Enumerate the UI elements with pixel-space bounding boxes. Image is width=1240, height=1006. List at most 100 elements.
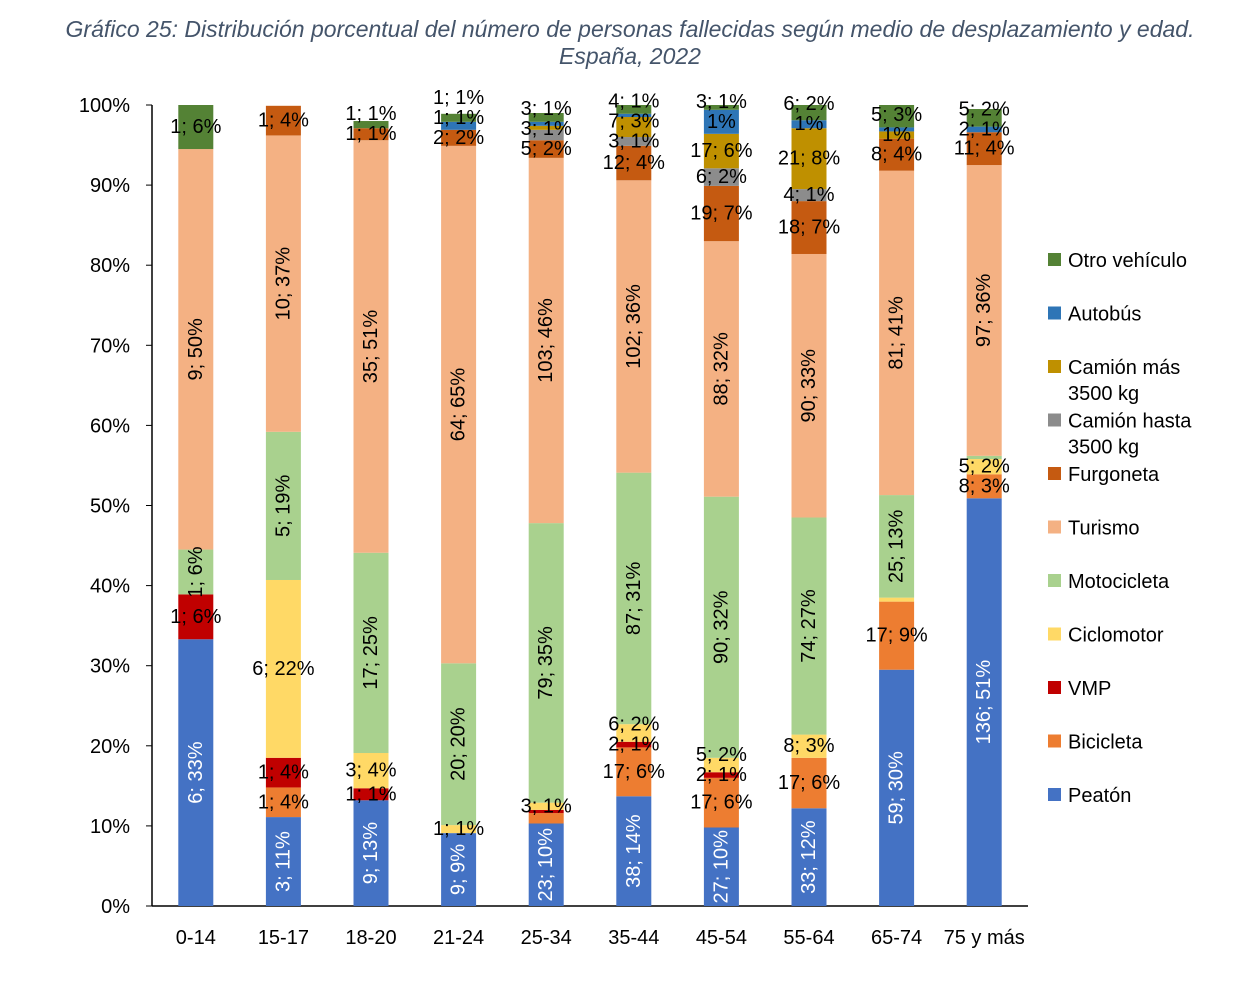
data-label: 7; 3% (608, 110, 659, 132)
bar-segment-turismo (441, 145, 477, 664)
data-label: 33; 12% (798, 820, 820, 894)
bar-segment-bicicleta (966, 474, 1002, 499)
data-label: 136; 51% (973, 660, 995, 745)
bar-segment-turismo (966, 165, 1002, 456)
legend-label: Turismo (1068, 518, 1139, 540)
bar-segment-otro-veh-culo (616, 105, 652, 114)
bar-segment-furgoneta (441, 129, 477, 146)
data-label: 1% (707, 111, 736, 133)
y-tick-label: 80% (90, 255, 130, 277)
bar-segment-otro-veh-culo (528, 113, 564, 122)
x-tick-label: 0-14 (176, 927, 216, 949)
bar-segment-peat-n (791, 808, 827, 906)
bar-segment-turismo (703, 241, 739, 497)
legend-swatch-autob-s (1048, 306, 1061, 320)
bar-segment-motocicleta (353, 552, 389, 754)
y-tick-label: 40% (90, 576, 130, 598)
bar-segment-cami-n-m-s-3500-kg (616, 117, 652, 138)
legend-label: Motocicleta (1068, 571, 1170, 593)
bar-segment-peat-n (353, 800, 389, 906)
x-tick-label: 21-24 (433, 927, 484, 949)
bar-segment-bicicleta (791, 757, 827, 809)
data-label: 27; 10% (710, 830, 732, 904)
data-label: 6; 2% (696, 166, 747, 188)
bar-segment-cami-n-hasta-3500-kg (703, 168, 739, 186)
data-label: 1; 4% (258, 791, 309, 813)
bar-segment-peat-n (528, 823, 564, 906)
y-tick-label: 20% (90, 736, 130, 758)
bar-segment-furgoneta (879, 138, 915, 171)
legend-label: Camión más 3500 kg (1068, 357, 1180, 405)
bar-segment-vmp (616, 741, 652, 748)
bar-segment-bicicleta (703, 777, 739, 828)
data-label: 1; 1% (433, 818, 484, 840)
legend-label: Furgoneta (1068, 464, 1160, 486)
data-label: 3; 1% (521, 98, 572, 120)
data-label: 18; 7% (778, 217, 840, 239)
x-tick-label: 75 y más (944, 927, 1025, 949)
bar-segment-motocicleta (528, 523, 564, 803)
bar-segment-ciclomotor (528, 802, 564, 810)
data-label: 2; 1% (608, 734, 659, 756)
data-label: 5; 3% (871, 104, 922, 126)
bar-segment-motocicleta (616, 472, 652, 725)
bar-segment-motocicleta (441, 663, 477, 826)
bar-segment-turismo (178, 149, 214, 550)
bar-segment-autob-s (616, 113, 652, 118)
legend-label: Camión hasta 3500 kg (1068, 411, 1192, 459)
legend-swatch-turismo (1048, 520, 1061, 534)
data-label: 4; 1% (608, 90, 659, 112)
data-label: 74; 27% (798, 589, 820, 663)
data-label: 97; 36% (973, 274, 995, 348)
legend-swatch-cami-n-hasta-3500-kg (1048, 413, 1061, 427)
bar-segment-peat-n (178, 639, 214, 906)
bar-segment-autob-s (528, 121, 564, 126)
bar-segment-turismo (265, 135, 301, 432)
bar-segment-motocicleta (265, 431, 301, 580)
bar-segment-motocicleta (966, 455, 1002, 460)
data-label: 35; 51% (360, 310, 382, 384)
bar-segment-otro-veh-culo (879, 105, 915, 128)
y-tick-label: 70% (90, 335, 130, 357)
data-label: 17; 6% (603, 761, 665, 783)
data-label: 19; 7% (690, 203, 752, 225)
data-label: 5; 2% (521, 138, 572, 160)
data-label: 5; 2% (696, 744, 747, 766)
data-label: 1; 1% (345, 783, 396, 805)
data-label: 59; 30% (886, 751, 908, 825)
bar-segment-peat-n (441, 833, 477, 906)
bar-segment-furgoneta (528, 140, 564, 158)
data-label: 1; 6% (170, 116, 221, 138)
bar-segment-otro-veh-culo (178, 105, 214, 150)
data-label: 8; 3% (783, 735, 834, 757)
data-label: 11; 4% (954, 138, 1015, 160)
data-label: 1; 4% (258, 110, 309, 132)
bar-segment-peat-n (879, 669, 915, 906)
data-label: 3; 1% (521, 795, 572, 817)
x-tick-label: 45-54 (696, 927, 747, 949)
data-label: 9; 50% (185, 318, 207, 380)
data-label: 6; 33% (185, 741, 207, 803)
bar-segment-ciclomotor (703, 757, 739, 773)
bar-segment-cami-n-hasta-3500-kg (528, 129, 564, 141)
bar-segment-autob-s (441, 121, 477, 130)
bar-segment-bicicleta (265, 787, 301, 818)
data-label: 20; 20% (448, 707, 470, 781)
bar-segment-otro-veh-culo (441, 113, 477, 122)
bar-segment-peat-n (703, 827, 739, 906)
data-label: 8; 4% (871, 144, 922, 166)
bar-segment-vmp (178, 594, 214, 640)
data-label: 103; 46% (535, 298, 557, 383)
data-label: 79; 35% (535, 626, 557, 700)
x-tick-label: 55-64 (783, 927, 834, 949)
legend-label: VMP (1068, 678, 1111, 700)
data-label: 64; 65% (448, 368, 470, 442)
data-label: 88; 32% (710, 332, 732, 406)
x-tick-label: 35-44 (608, 927, 659, 949)
data-label: 2; 1% (959, 118, 1010, 140)
bar-segment-furgoneta (703, 185, 739, 242)
bar-segment-autob-s (791, 120, 827, 129)
legend-label: Ciclomotor (1068, 625, 1164, 647)
data-label: 5; 2% (959, 98, 1010, 120)
